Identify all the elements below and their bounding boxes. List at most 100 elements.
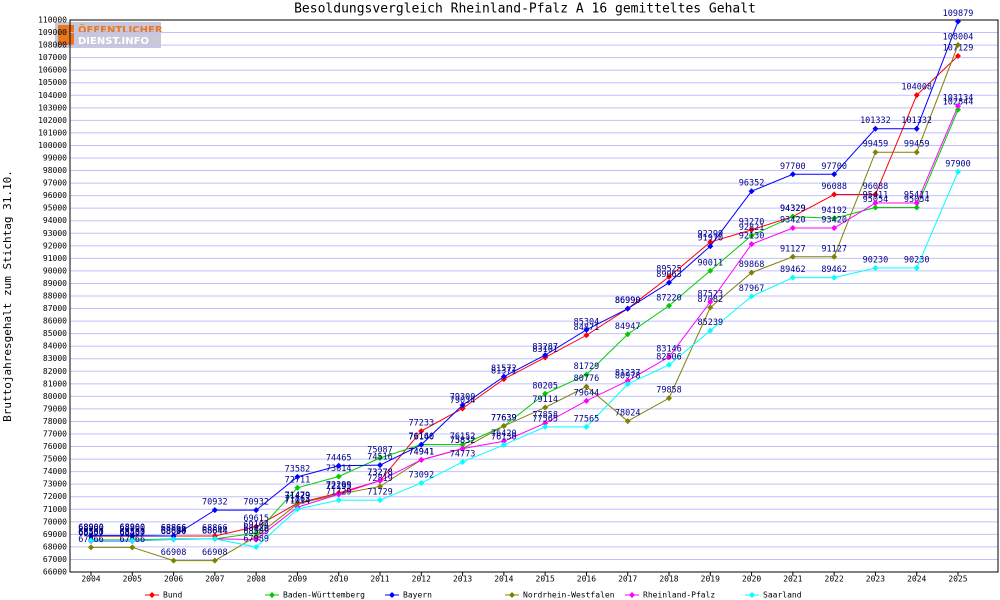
data-point	[955, 42, 961, 49]
value-label: 81729	[574, 362, 600, 372]
value-label: 96088	[821, 182, 847, 192]
x-tick-label: 2020	[742, 575, 761, 584]
x-tick-label: 2022	[825, 575, 844, 584]
value-label: 79644	[574, 388, 600, 398]
value-label: 97900	[945, 159, 971, 169]
y-tick-label: 72000	[43, 492, 67, 501]
value-label: 76160	[408, 432, 434, 442]
x-tick-label: 2009	[288, 575, 307, 584]
data-point	[377, 497, 383, 504]
data-point	[789, 253, 796, 260]
value-label: 90011	[697, 258, 723, 268]
value-label: 73582	[285, 464, 311, 474]
value-label: 77858	[532, 411, 558, 421]
data-point	[88, 532, 94, 539]
legend-item: Bayern	[385, 591, 432, 600]
legend-item: Bund	[145, 591, 182, 600]
legend-marker	[629, 592, 635, 598]
value-label: 95411	[904, 191, 930, 201]
value-label: 103134	[943, 94, 974, 104]
data-point	[831, 274, 838, 281]
y-tick-label: 81000	[43, 379, 67, 388]
value-label: 68500	[119, 528, 145, 538]
x-tick-label: 2025	[948, 575, 967, 584]
value-label: 71729	[326, 488, 352, 498]
value-label: 72711	[285, 475, 311, 485]
value-label: 107129	[943, 44, 974, 54]
data-point	[335, 491, 342, 498]
y-tick-label: 107000	[38, 53, 67, 62]
value-label: 68457	[119, 529, 145, 539]
value-label: 71014	[285, 497, 311, 507]
data-point	[583, 383, 590, 390]
data-point	[624, 331, 631, 338]
data-point	[294, 500, 301, 507]
x-tick-label: 2017	[618, 575, 637, 584]
data-point	[88, 544, 94, 551]
value-label: 93420	[780, 216, 806, 226]
data-point	[707, 298, 714, 305]
value-label: 77233	[408, 419, 434, 429]
y-tick-label: 105000	[38, 78, 67, 87]
value-label: 109879	[943, 9, 974, 19]
data-point	[624, 305, 631, 312]
x-tick-label: 2021	[783, 575, 802, 584]
value-label: 89063	[656, 270, 682, 280]
value-label: 101332	[860, 116, 891, 126]
data-point	[170, 533, 177, 540]
data-point	[459, 441, 466, 448]
value-label: 71729	[367, 488, 393, 498]
legend-label: Bayern	[403, 591, 432, 600]
y-tick-label: 66000	[43, 568, 67, 577]
value-label: 76140	[408, 432, 434, 442]
legend-marker	[749, 592, 755, 598]
value-label: 76420	[491, 429, 517, 439]
value-label: 79034	[450, 396, 476, 406]
data-point	[377, 483, 383, 490]
legend-marker	[509, 592, 515, 598]
data-point	[707, 239, 714, 246]
value-label: 68866	[161, 524, 187, 534]
value-label: 87967	[739, 284, 765, 294]
y-tick-label: 83000	[43, 354, 67, 363]
data-point	[624, 381, 631, 388]
x-tick-label: 2018	[659, 575, 678, 584]
legend-marker	[149, 592, 155, 598]
data-point	[955, 53, 961, 60]
data-point	[955, 168, 961, 175]
data-point	[253, 536, 260, 543]
series-line	[91, 105, 959, 542]
value-label: 92299	[697, 230, 723, 240]
y-tick-label: 70000	[43, 517, 67, 526]
data-point	[542, 352, 549, 359]
legend-item: Baden-Württemberg	[265, 591, 365, 600]
value-label: 68644	[202, 526, 228, 536]
value-label: 96352	[739, 179, 765, 189]
value-label: 89462	[821, 265, 847, 275]
y-tick-label: 75000	[43, 455, 67, 464]
data-point	[624, 418, 631, 425]
data-point	[459, 445, 466, 452]
data-point	[872, 191, 879, 198]
data-point	[831, 171, 838, 178]
value-label: 86990	[615, 296, 641, 306]
y-tick-label: 97000	[43, 179, 67, 188]
y-tick-label: 87000	[43, 304, 67, 313]
x-tick-label: 2014	[494, 575, 513, 584]
data-point	[459, 402, 466, 409]
value-label: 68860	[78, 524, 104, 534]
value-label: 97700	[780, 162, 806, 172]
value-label: 89462	[780, 265, 806, 275]
data-point	[913, 200, 920, 207]
y-tick-label: 100000	[38, 141, 67, 150]
value-label: 68826	[243, 524, 269, 534]
data-point	[583, 397, 590, 404]
value-label: 94329	[780, 204, 806, 214]
series-line	[91, 109, 959, 541]
data-point	[542, 390, 549, 397]
data-point	[583, 371, 590, 378]
value-label: 83101	[532, 345, 558, 355]
data-point	[789, 213, 796, 220]
value-label: 77565	[532, 414, 558, 424]
